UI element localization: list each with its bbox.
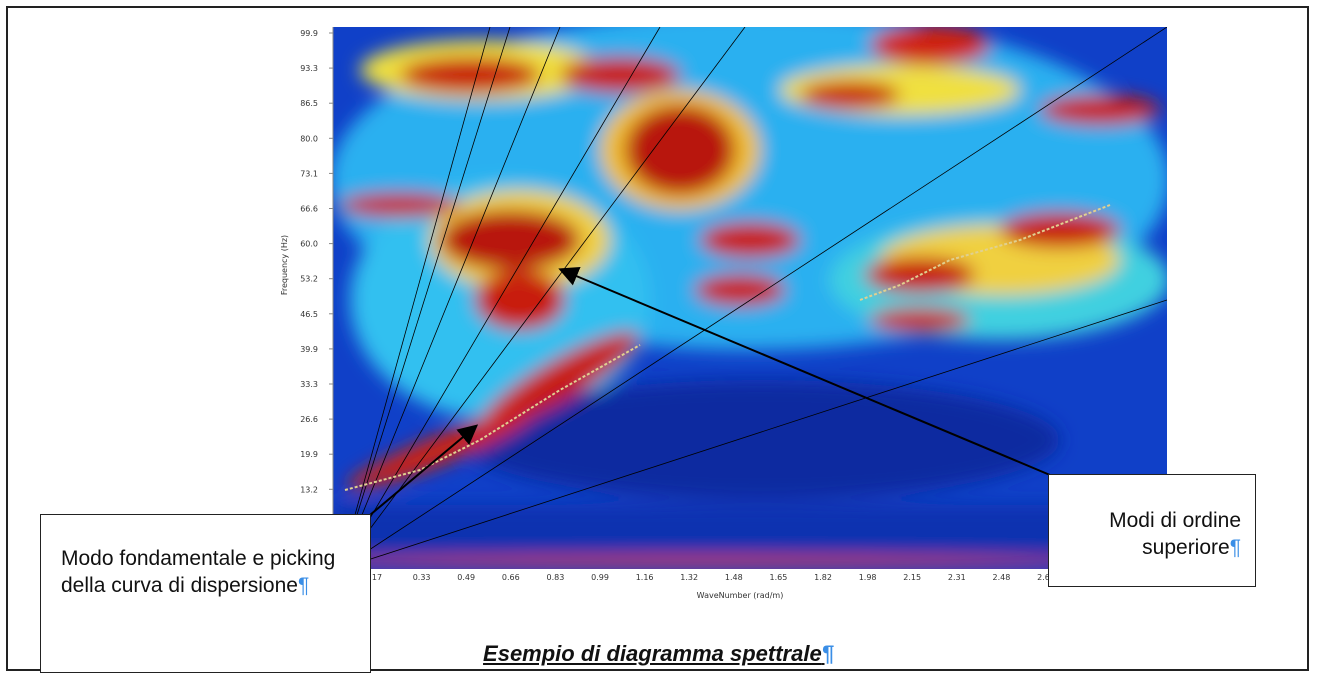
y-tick-label: 26.6 bbox=[300, 415, 318, 424]
y-tick-label: 60.0 bbox=[300, 240, 318, 249]
x-tick-label: 1.48 bbox=[725, 573, 743, 582]
y-tick-label: 80.0 bbox=[300, 134, 318, 143]
y-tick-label: 33.3 bbox=[300, 380, 318, 389]
y-tick-label: 86.5 bbox=[300, 99, 318, 108]
caption: Esempio di diagramma spettrale¶ bbox=[0, 641, 1317, 667]
y-tick-label: 53.2 bbox=[300, 275, 318, 284]
callout-text: Modi di ordine superiore bbox=[1109, 509, 1241, 559]
callout-right: Modi di ordine superiore¶ bbox=[1048, 474, 1256, 587]
x-tick-label: 0.66 bbox=[502, 573, 520, 582]
pilcrow: ¶ bbox=[1230, 536, 1241, 559]
pilcrow: ¶ bbox=[298, 574, 309, 597]
x-tick-label: 1.65 bbox=[769, 573, 787, 582]
y-tick-label: 66.6 bbox=[300, 205, 318, 214]
x-tick-label: 2.31 bbox=[948, 573, 966, 582]
y-tick-label: 73.1 bbox=[300, 169, 318, 178]
pilcrow: ¶ bbox=[822, 641, 834, 666]
x-tick-label: 2.15 bbox=[903, 573, 921, 582]
callout-text: Modo fondamentale e picking della curva … bbox=[61, 547, 335, 597]
x-tick-label: 1.98 bbox=[859, 573, 877, 582]
x-tick-label: 1.32 bbox=[680, 573, 698, 582]
x-axis-label: WaveNumber (rad/m) bbox=[697, 591, 784, 600]
x-tick-label: 0.33 bbox=[413, 573, 431, 582]
heatmap bbox=[300, 10, 1170, 569]
x-tick-label: 0.99 bbox=[591, 573, 609, 582]
y-tick-label: 39.9 bbox=[300, 345, 318, 354]
y-tick-label: 13.2 bbox=[300, 485, 318, 494]
page: Frequency (Hz) WaveNumber (rad/m) 99.9 93… bbox=[0, 0, 1317, 679]
x-tick-label: 17 bbox=[372, 573, 382, 582]
x-tick-label: 1.82 bbox=[814, 573, 832, 582]
caption-text: Esempio di diagramma spettrale bbox=[483, 641, 822, 666]
y-axis-label: Frequency (Hz) bbox=[280, 235, 289, 295]
y-tick-label: 99.9 bbox=[300, 29, 318, 38]
x-tick-label: 0.49 bbox=[457, 573, 475, 582]
x-tick-label: 0.83 bbox=[546, 573, 564, 582]
y-tick-label: 19.9 bbox=[300, 450, 318, 459]
x-tick-label: 2.48 bbox=[992, 573, 1010, 582]
y-tick-label: 93.3 bbox=[300, 64, 318, 73]
y-tick-label: 46.5 bbox=[300, 310, 318, 319]
x-tick-label: 1.16 bbox=[636, 573, 654, 582]
